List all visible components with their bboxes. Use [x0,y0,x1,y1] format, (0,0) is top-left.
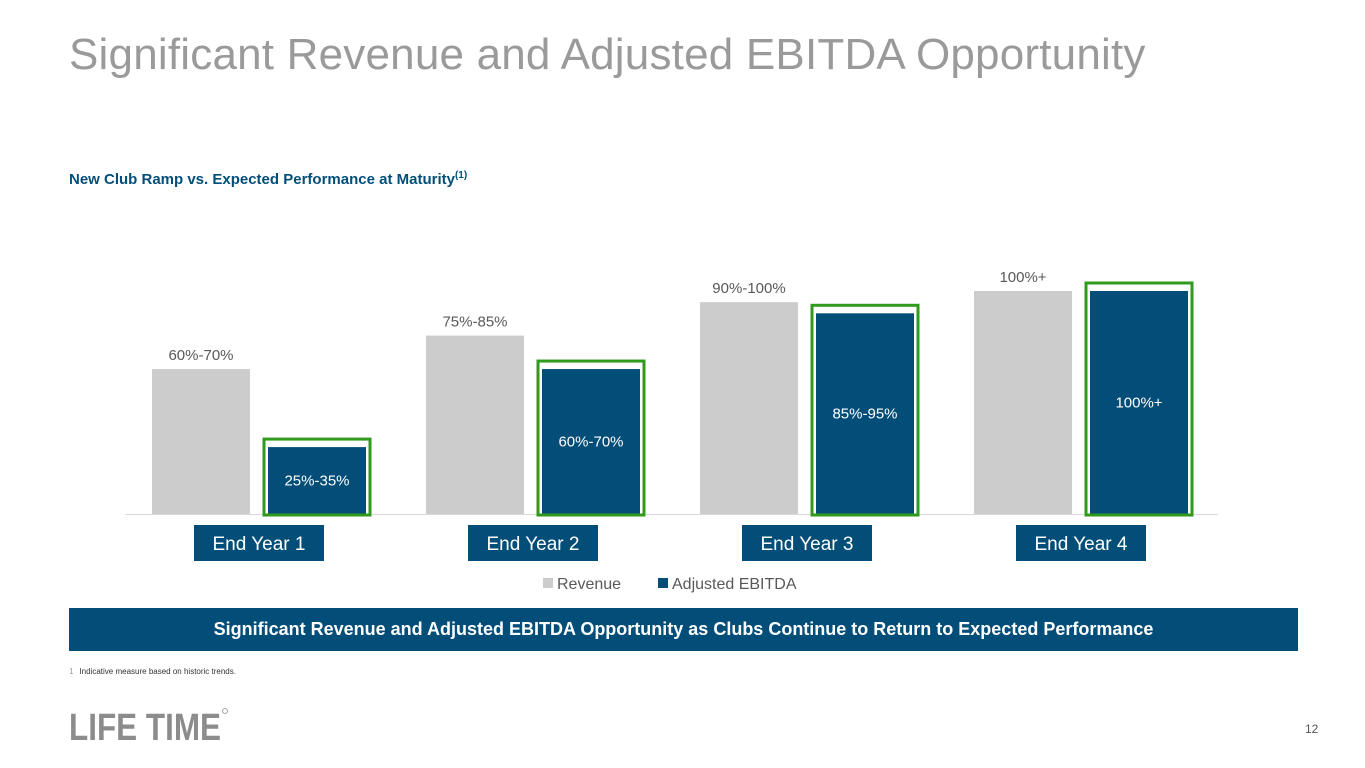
page-title: Significant Revenue and Adjusted EBITDA … [69,30,1146,79]
ebitda-bar [1090,291,1188,514]
legend-adjusted-ebitda-swatch [658,578,668,588]
summary-banner: Significant Revenue and Adjusted EBITDA … [69,608,1298,651]
revenue-data-label: 75%-85% [442,314,507,331]
revenue-bar [152,369,250,514]
revenue-bar [700,302,798,514]
ebitda-highlight-box [536,359,646,517]
category-label-box [742,525,872,561]
ebitda-data-label: 85%-95% [832,406,897,423]
ebitda-highlight-box [1084,281,1194,517]
footnote-number: 1 [69,667,74,676]
ebitda-highlight-box [810,303,920,517]
revenue-bar [974,291,1072,514]
category-label: End Year 3 [761,534,854,555]
page-number: 12 [1305,722,1319,736]
life-time-logo: LIFE TIME [69,707,228,746]
revenue-data-label: 90%-100% [712,280,785,297]
subtitle-footnote-ref: (1) [454,170,468,181]
ebitda-data-label: 25%-35% [284,473,349,490]
ebitda-data-label: 60%-70% [558,434,623,451]
category-label: End Year 1 [213,534,306,555]
legend-revenue-label: Revenue [557,576,621,593]
category-label-box [1016,525,1146,561]
ebitda-bar [542,369,640,514]
svg-text:LIFE TIME: LIFE TIME [69,707,221,746]
category-label: End Year 4 [1035,534,1128,555]
category-label: End Year 2 [487,534,580,555]
ebitda-data-label: 100%+ [1115,395,1162,412]
category-label-box [194,525,324,561]
footnote: 1 Indicative measure based on historic tr… [69,667,236,676]
ebitda-highlight-box [262,437,372,517]
legend-revenue-swatch [543,578,553,588]
revenue-data-label: 100%+ [999,269,1046,286]
chart-subtitle: New Club Ramp vs. Expected Performance a… [69,170,467,188]
category-label-box [468,525,598,561]
legend-adjusted-ebitda-label: Adjusted EBITDA [672,576,797,593]
footnote-text: Indicative measure based on historic tre… [79,667,236,676]
subtitle-text: New Club Ramp vs. Expected Performance a… [69,171,455,188]
revenue-data-label: 60%-70% [168,347,233,364]
revenue-ebitda-chart: 60%-70% 25%-35% End Year 1 75%-85% 60%-70% En… [125,269,1218,593]
ebitda-bar [816,313,914,514]
revenue-bar [426,335,524,514]
ebitda-bar [268,447,366,514]
